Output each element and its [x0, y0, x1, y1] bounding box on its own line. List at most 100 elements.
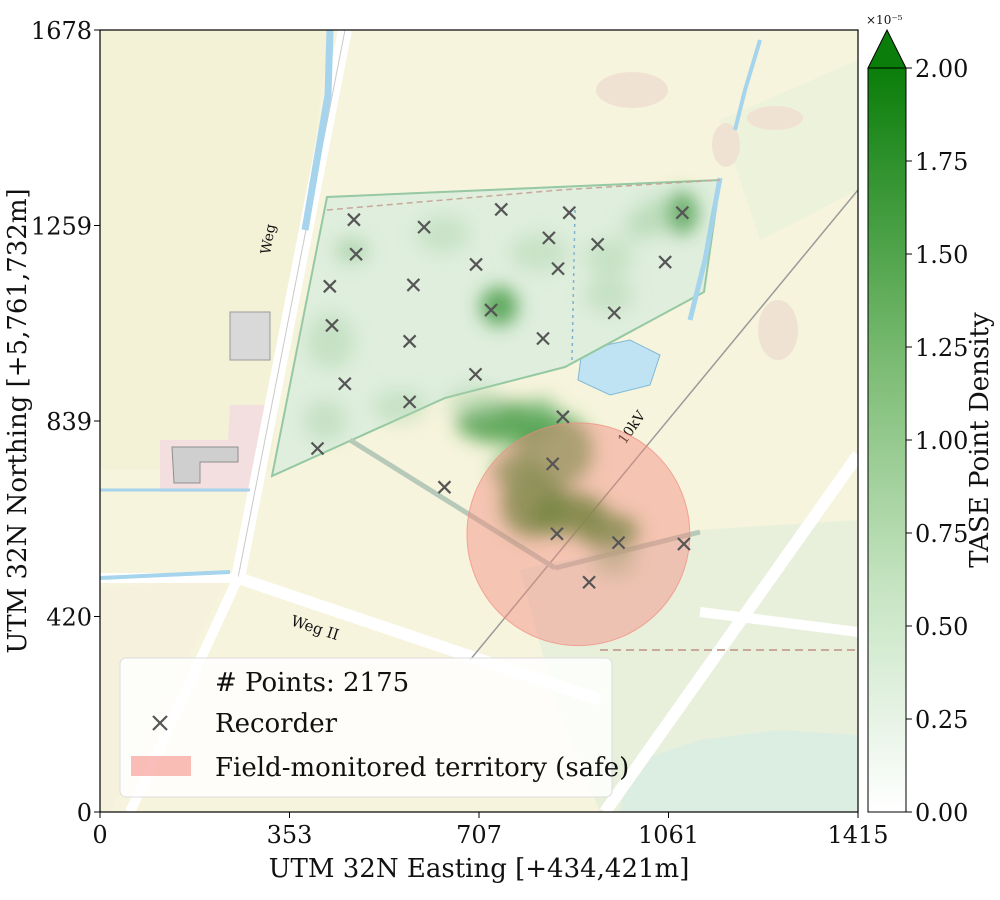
field-west: [100, 30, 330, 470]
density-blob-7: [525, 397, 559, 426]
recorder-marker-27: [611, 535, 626, 550]
density-blob-13: [584, 276, 634, 314]
recorder-marker-23: [556, 410, 570, 424]
recorder-marker-11: [658, 255, 672, 269]
recorder-marker-29: [582, 575, 596, 590]
recorder-marker-9: [469, 257, 483, 272]
sand-patch-2: [747, 106, 803, 130]
recorder-marker-21: [402, 395, 417, 409]
density-blob-5: [579, 513, 639, 552]
legend-recorder-marker: [152, 715, 168, 731]
y-tick-label: 1259: [31, 213, 92, 241]
density-blob-12: [622, 213, 655, 242]
recorder-marker-16: [325, 318, 339, 333]
colorbar-tick-label: 1.75: [915, 148, 968, 176]
legend: # Points: 2175 Recorder Field-monitored …: [119, 657, 629, 798]
recorder-marker-3: [562, 205, 577, 220]
y-axis-title: UTM 32N Northing [+5,761,732m]: [3, 188, 33, 653]
sand-patch: [596, 72, 668, 108]
recorder-marker-8: [590, 237, 605, 252]
ditch-northeast: [733, 39, 762, 131]
recorder-marker-13: [406, 278, 421, 292]
colorbar-tick-label: 1.50: [915, 241, 968, 269]
meadow-northeast: [720, 60, 858, 240]
recorder-marker-2: [494, 202, 509, 217]
recorder-marker-22: [310, 441, 325, 456]
legend-count: # Points: 2175: [215, 668, 409, 698]
recorder-marker-14: [484, 303, 498, 317]
recorder-marker-19: [468, 367, 483, 382]
recorder-marker-26: [550, 527, 564, 541]
recorder-marker-17: [402, 334, 417, 349]
x-tick-label: 707: [456, 821, 502, 849]
density-blob-15: [303, 399, 347, 442]
sand-patch-3: [758, 300, 798, 360]
ditch-west: [100, 570, 231, 580]
x-tick-label: 353: [267, 821, 313, 849]
density-blob-6: [493, 453, 542, 491]
density-blob-8: [480, 286, 518, 326]
legend-recorder-label: Recorder: [215, 709, 338, 739]
density-blob-17: [445, 385, 505, 419]
density-blob-18: [584, 238, 634, 277]
x-axis: 0 353 707 1061 1415: [92, 812, 889, 849]
y-tick-label: 839: [46, 408, 92, 436]
y-tick-label: 420: [46, 604, 92, 632]
recorder-marker-4: [675, 205, 690, 220]
colorbar-tick-label: 1.25: [915, 334, 968, 362]
legend-territory-label: Field-monitored territory (safe): [215, 753, 629, 783]
legend-box: [119, 657, 613, 798]
colorbar-extend-arrow: [867, 28, 907, 69]
x-tick-label: 0: [92, 821, 107, 849]
colorbar-title: TASE Point Density: [965, 312, 995, 568]
density-blob-14: [306, 313, 355, 370]
building-farm: [171, 446, 239, 484]
field-monitored-territory: [466, 422, 691, 647]
recorder-marker-7: [349, 247, 363, 261]
x-tick-label: 1061: [638, 821, 699, 849]
road-southeast: [600, 451, 858, 812]
recorder-marker-25: [437, 480, 452, 494]
recorder-marker-24: [545, 457, 560, 471]
colorbar-exponent: ×10⁻⁵: [866, 13, 903, 27]
recorder-marker-10: [551, 261, 565, 276]
pond: [577, 339, 661, 396]
fence-line: [326, 179, 721, 211]
recorder-marker-12: [323, 279, 337, 294]
colorbar-tick-label: 0.50: [915, 613, 968, 641]
recorder-marker-28: [677, 537, 691, 551]
colorbar-tick-label: 0.75: [915, 520, 968, 548]
recorder-marker-5: [417, 220, 431, 234]
density-blob-16: [373, 390, 427, 423]
recorder-marker-20: [338, 376, 352, 391]
recorder-marker-18: [536, 331, 550, 346]
y-tick-label: 1678: [31, 17, 92, 45]
x-tick-label: 1415: [827, 821, 888, 849]
y-axis: 0 420 839 1259 1678: [31, 17, 100, 827]
recorder-marker-6: [542, 231, 556, 245]
colorbar: ×10⁻⁵ 0.00 0.25 0.50 0.75 1.00 1.25 1.50 1.75 2.…: [866, 13, 995, 827]
recorder-marker-15: [607, 306, 622, 320]
basemap-label-weg: Weg: [258, 223, 279, 256]
colorbar-tick-label: 0.25: [915, 706, 968, 734]
colorbar-ticks: 0.00 0.25 0.50 0.75 1.00 1.25 1.50 1.75 2.00: [906, 55, 968, 827]
colorbar-tick-label: 1.00: [915, 427, 968, 455]
track-diagonal: [469, 189, 858, 661]
density-blob-19: [416, 215, 470, 253]
x-axis-title: UTM 32N Easting [+434,421m]: [269, 854, 690, 884]
recorders-layer: [310, 202, 691, 590]
density-blob-21: [592, 544, 636, 577]
sand-patch-4: [712, 123, 740, 167]
legend-territory-swatch: [131, 756, 191, 776]
colorbar-tick-label: 0.00: [915, 799, 968, 827]
colorbar-bar: [867, 67, 907, 813]
ditch-east: [687, 177, 723, 321]
road-east: [699, 607, 858, 637]
field-path: [348, 437, 557, 571]
y-tick-label: 0: [77, 799, 92, 827]
recorder-marker-1: [347, 212, 361, 227]
road-weg-edge: [237, 30, 346, 579]
colorbar-tick-label: 2.00: [915, 55, 968, 83]
density-layer: [303, 192, 698, 577]
